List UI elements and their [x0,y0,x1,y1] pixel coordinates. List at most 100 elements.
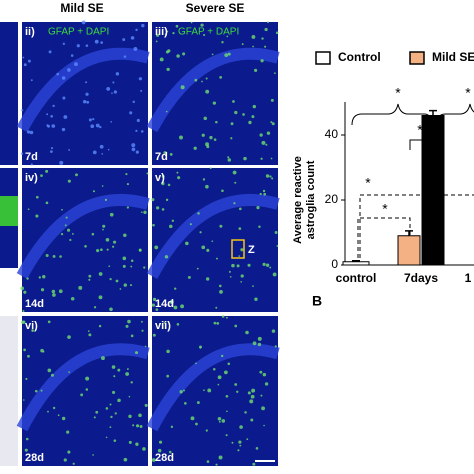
astrocyte [90,124,95,129]
astrocyte [85,44,89,47]
column-header: Severe SE [186,1,245,15]
astrocyte [274,345,277,348]
astrocyte [69,238,72,242]
astrocyte [131,147,136,152]
astrocyte [130,334,134,338]
astrocyte [215,463,218,466]
astrocyte [20,152,24,155]
astrocyte [85,92,89,96]
astrocyte [265,174,270,178]
astrocyte [263,424,265,427]
astrocyte [271,122,275,126]
astrocyte [205,89,210,94]
astrocyte [110,120,113,123]
astrocyte [217,383,220,386]
significance: * [365,175,371,191]
astrocyte [47,320,51,324]
astrocyte [152,333,156,337]
astrocyte [156,33,160,37]
astrocyte [146,172,149,175]
astrocyte [218,420,221,423]
astrocyte [114,412,117,415]
astrocyte [234,383,238,386]
astrocyte [209,167,212,170]
astrocyte [276,244,279,247]
time-label: 14d [155,298,174,310]
bracket [359,194,474,258]
astrocyte [221,189,224,193]
astrocyte [240,274,244,278]
astrocyte [40,174,43,178]
astrocyte [264,45,267,48]
astrocyte [51,289,56,294]
astrocyte [127,319,131,324]
astrocyte [170,425,174,429]
astrocyte [164,33,167,35]
astrocyte [115,72,120,76]
astrocyte [156,206,160,210]
astrocyte [92,118,95,121]
astrocyte [42,275,46,279]
astrocyte [165,50,169,54]
astrocyte [50,373,54,377]
astrocyte [173,305,178,310]
micrograph-edge [0,316,18,466]
astrocyte [151,198,155,202]
astrocyte [128,395,131,398]
astrocyte [229,276,232,278]
astrocyte [101,153,104,155]
astrocyte [270,121,273,124]
astrocyte [272,272,277,277]
astrocyte [109,212,114,217]
astrocyte [81,20,86,25]
astrocyte [176,54,180,58]
astrocyte [139,425,143,428]
astrocyte [247,391,251,395]
panel-label: iv) [25,172,38,184]
astrocyte [161,181,165,186]
astrocyte [270,157,273,160]
astrocyte [159,57,164,62]
astrocyte [135,351,139,355]
astrocyte [257,342,262,347]
astrocyte [117,398,121,403]
astrocyte [142,447,146,451]
cell-layer [16,47,150,133]
astrocyte [242,113,245,116]
astrocyte [125,324,129,328]
astrocyte [194,78,198,82]
astrocyte [226,410,228,413]
astrocyte [130,36,135,40]
astrocyte [105,237,110,242]
astrocyte [47,410,49,413]
cell-layer [146,343,280,432]
astrocyte [24,448,28,452]
astrocyte [67,450,71,454]
astrocyte [230,122,234,126]
astrocyte [102,228,104,231]
astrocyte [219,290,223,294]
astrocyte [34,389,38,393]
astrocyte [129,284,133,287]
astrocyte [22,320,26,324]
astrocyte [25,437,29,441]
astrocyte [260,157,263,160]
astrocyte [227,158,232,162]
astrocyte [52,293,56,297]
astrocyte [252,45,255,48]
astrocyte [99,125,102,129]
astrocyte [22,56,25,59]
panel-label: vi) [25,320,38,332]
astrocyte [75,173,78,177]
astrocyte [113,439,117,442]
legend-swatch [315,51,331,65]
astrocyte [67,335,71,339]
astrocyte [95,123,100,128]
astrocyte [263,192,267,196]
astrocyte [227,362,231,366]
astrocyte [30,163,33,166]
astrocyte [138,413,142,418]
astrocyte [234,110,238,115]
astrocyte [199,345,203,349]
astrocyte [240,281,243,283]
